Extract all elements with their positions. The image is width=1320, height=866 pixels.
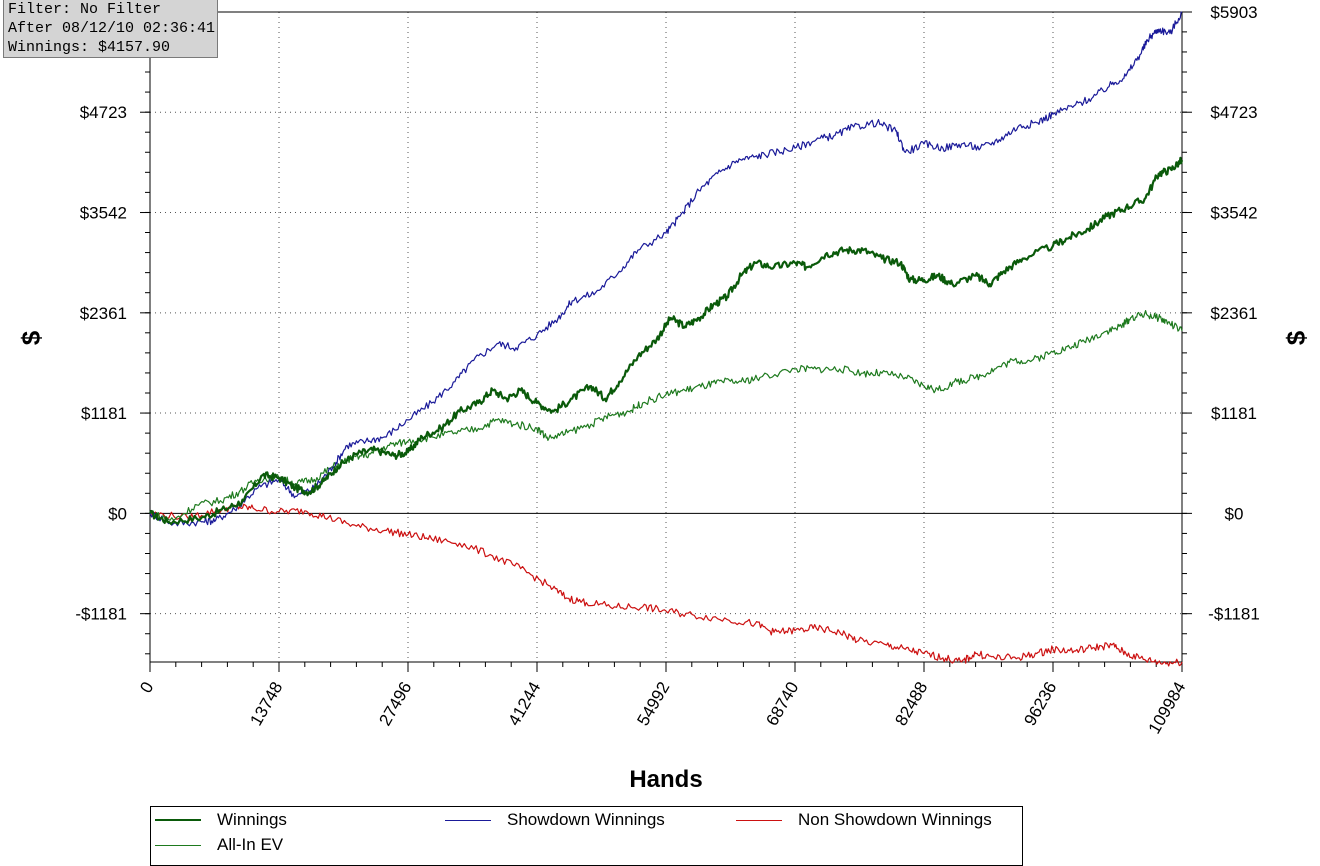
legend-label-showdown-winnings: Showdown Winnings <box>507 810 665 829</box>
y-tick-label-right: -$1181 <box>1208 605 1260 624</box>
legend-swatch-winnings <box>155 819 201 821</box>
y-tick-label-left: $3542 <box>80 204 127 223</box>
legend-item-all-in-ev: All-In EV <box>155 834 283 856</box>
y-tick-label-right: $3542 <box>1210 204 1257 223</box>
legend-label-non-showdown-winnings: Non Showdown Winnings <box>798 810 992 829</box>
y-tick-label-left: $0 <box>108 504 127 523</box>
info-box: Filter: No Filter After 08/12/10 02:36:4… <box>3 0 218 58</box>
legend-swatch-all-in-ev <box>155 844 201 846</box>
legend-label-all-in-ev: All-In EV <box>217 835 284 854</box>
y-tick-label-right: $0 <box>1225 504 1244 523</box>
y-tick-label-left: $2361 <box>80 304 127 323</box>
grid-lines <box>150 12 1182 662</box>
series-line-showdown-winnings <box>149 11 1183 527</box>
legend-item-non-showdown-winnings: Non Showdown Winnings <box>736 809 992 831</box>
legend-item-winnings: Winnings <box>155 809 287 831</box>
y-tick-label-left: $4723 <box>80 103 127 122</box>
y-tick-label-right: $5903 <box>1210 3 1257 22</box>
x-tick-label: 41244 <box>504 679 544 729</box>
y-axis-title-right: $ <box>1281 330 1311 345</box>
y-tick-label-left: -$1181 <box>75 605 127 624</box>
x-tick-label: 0 <box>136 679 157 697</box>
tick-labels: 0 13748 27496 41244 54992 68740 82488 96236 1099… <box>75 3 1260 737</box>
after-date-text: After 08/12/10 02:36:41 <box>8 20 216 37</box>
x-tick-label: 109984 <box>1145 679 1190 738</box>
legend-swatch-non-showdown-winnings <box>736 819 782 821</box>
y-tick-label-left: $1181 <box>81 404 127 423</box>
legend-label-winnings: Winnings <box>217 810 287 829</box>
y-tick-label-right: $1181 <box>1211 404 1257 423</box>
filter-text: Filter: No Filter <box>8 1 162 18</box>
x-tick-label: 68740 <box>762 679 802 729</box>
x-tick-label: 82488 <box>891 679 931 729</box>
series-line-winnings <box>149 156 1184 526</box>
x-tick-label: 96236 <box>1020 679 1060 729</box>
legend-item-showdown-winnings: Showdown Winnings <box>445 809 665 831</box>
series-line-non-showdown-winnings <box>149 503 1183 667</box>
y-axis-title-left: $ <box>16 330 46 345</box>
winnings-total-text: Winnings: $4157.90 <box>8 39 171 56</box>
legend: Winnings Showdown Winnings Non Showdown … <box>150 806 1023 866</box>
y-tick-label-right: $2361 <box>1210 304 1257 323</box>
y-tick-label-right: $4723 <box>1210 103 1257 122</box>
x-tick-label: 13748 <box>246 679 286 729</box>
x-axis-title: Hands <box>629 766 702 793</box>
x-tick-label: 54992 <box>633 679 673 729</box>
x-tick-label: 27496 <box>375 679 415 729</box>
series-lines <box>149 11 1184 667</box>
axes <box>140 11 1192 672</box>
legend-swatch-showdown-winnings <box>445 819 491 821</box>
